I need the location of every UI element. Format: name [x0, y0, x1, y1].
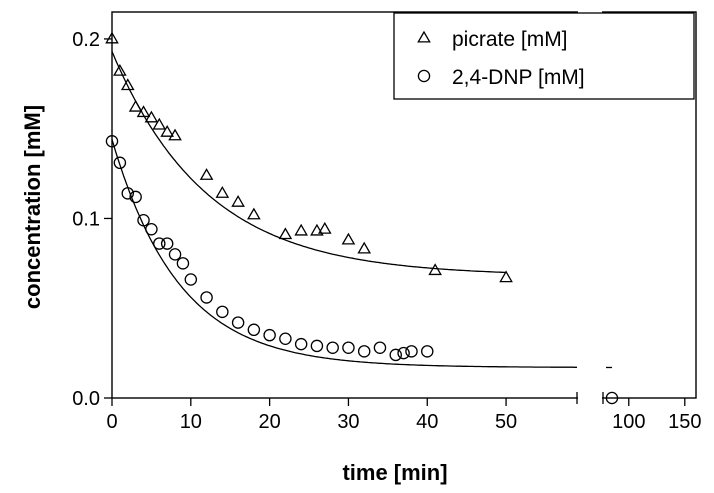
legend-box — [393, 12, 695, 100]
data-point-triangle — [357, 241, 372, 254]
data-point-circle — [294, 337, 308, 351]
plot-frame — [111, 11, 697, 399]
data-point-triangle — [105, 31, 119, 44]
data-point-triangle — [120, 78, 135, 91]
data-point-circle — [168, 248, 182, 261]
legend-label: picrate [mM] — [452, 28, 568, 51]
data-point-triangle — [247, 207, 261, 220]
data-point-triangle — [310, 223, 324, 236]
data-point-triangle — [160, 124, 174, 137]
data-point-triangle — [278, 227, 293, 240]
y-tick-label: 0.0 — [72, 388, 100, 410]
data-point-circle — [231, 316, 245, 329]
data-point-circle — [405, 345, 418, 358]
data-point-circle — [176, 257, 190, 270]
x-tick-label: 20 — [259, 411, 281, 433]
data-point-triangle — [499, 270, 513, 283]
data-point-triangle — [199, 168, 214, 180]
data-point-circle — [216, 305, 229, 319]
y-tick-label: 0.2 — [72, 29, 100, 51]
data-point-circle — [113, 156, 127, 170]
axis-break-gap-bottom — [578, 395, 602, 401]
x-tick-label: 0 — [106, 411, 117, 433]
data-point-triangle — [215, 186, 230, 198]
y-tick-label: 0.1 — [72, 208, 100, 230]
plot-frame-rect — [111, 11, 697, 399]
data-point-triangle — [136, 105, 151, 118]
data-point-circle — [310, 339, 324, 353]
legend-marker-triangle — [417, 30, 431, 43]
legend-label: 2,4-DNP [mM] — [452, 66, 585, 89]
data-point-triangle — [317, 221, 332, 234]
data-point-circle — [357, 345, 371, 358]
x-tick-label: 150 — [668, 411, 701, 433]
x-tick-label: 100 — [612, 411, 645, 433]
data-point-triangle — [152, 117, 167, 130]
data-point-circle — [129, 190, 142, 204]
data-point-circle — [145, 222, 158, 236]
y-axis-title: concentration [mM] — [20, 105, 45, 309]
data-point-circle — [153, 237, 166, 250]
x-tick-label: 10 — [180, 411, 202, 433]
data-point-circle — [397, 346, 410, 360]
data-point-circle — [326, 341, 339, 354]
data-point-triangle — [341, 232, 356, 245]
data-point-triangle — [428, 263, 442, 276]
data-point-triangle — [128, 99, 143, 112]
data-point-circle — [263, 328, 276, 342]
data-point-circle — [121, 187, 135, 200]
legend: picrate [mM] 2,4-DNP [mM] — [393, 12, 695, 100]
data-point-circle — [342, 341, 355, 354]
data-point-circle — [200, 291, 213, 304]
axes: 0 10 20 30 40 50 100 150 0.0 0.1 0.2 — [72, 9, 701, 433]
data-point-circle — [184, 273, 198, 286]
data-point-triangle — [113, 63, 127, 76]
axis-break-gap-top — [578, 9, 602, 15]
data-point-triangle — [294, 223, 308, 236]
x-tick-label: 40 — [416, 411, 438, 433]
data-point-triangle — [168, 128, 182, 141]
x-tick-label: 50 — [495, 411, 517, 433]
data-point-circle — [137, 214, 150, 227]
data-point-circle — [373, 341, 387, 354]
x-tick-label: 30 — [337, 411, 359, 433]
data-point-circle — [605, 391, 619, 405]
data-points — [105, 31, 619, 405]
data-point-circle — [421, 345, 434, 358]
fit-curve — [111, 139, 577, 368]
data-point-triangle — [231, 195, 245, 207]
fit-curve — [111, 51, 507, 274]
x-axis-title: time [min] — [342, 460, 447, 485]
data-point-circle — [247, 323, 261, 337]
data-point-circle — [279, 332, 292, 346]
data-point-circle — [160, 237, 174, 250]
data-point-circle — [105, 135, 119, 148]
data-point-triangle — [144, 110, 159, 123]
data-point-circle — [389, 348, 402, 362]
legend-marker-circle — [417, 69, 431, 83]
fit-curves — [111, 51, 612, 369]
